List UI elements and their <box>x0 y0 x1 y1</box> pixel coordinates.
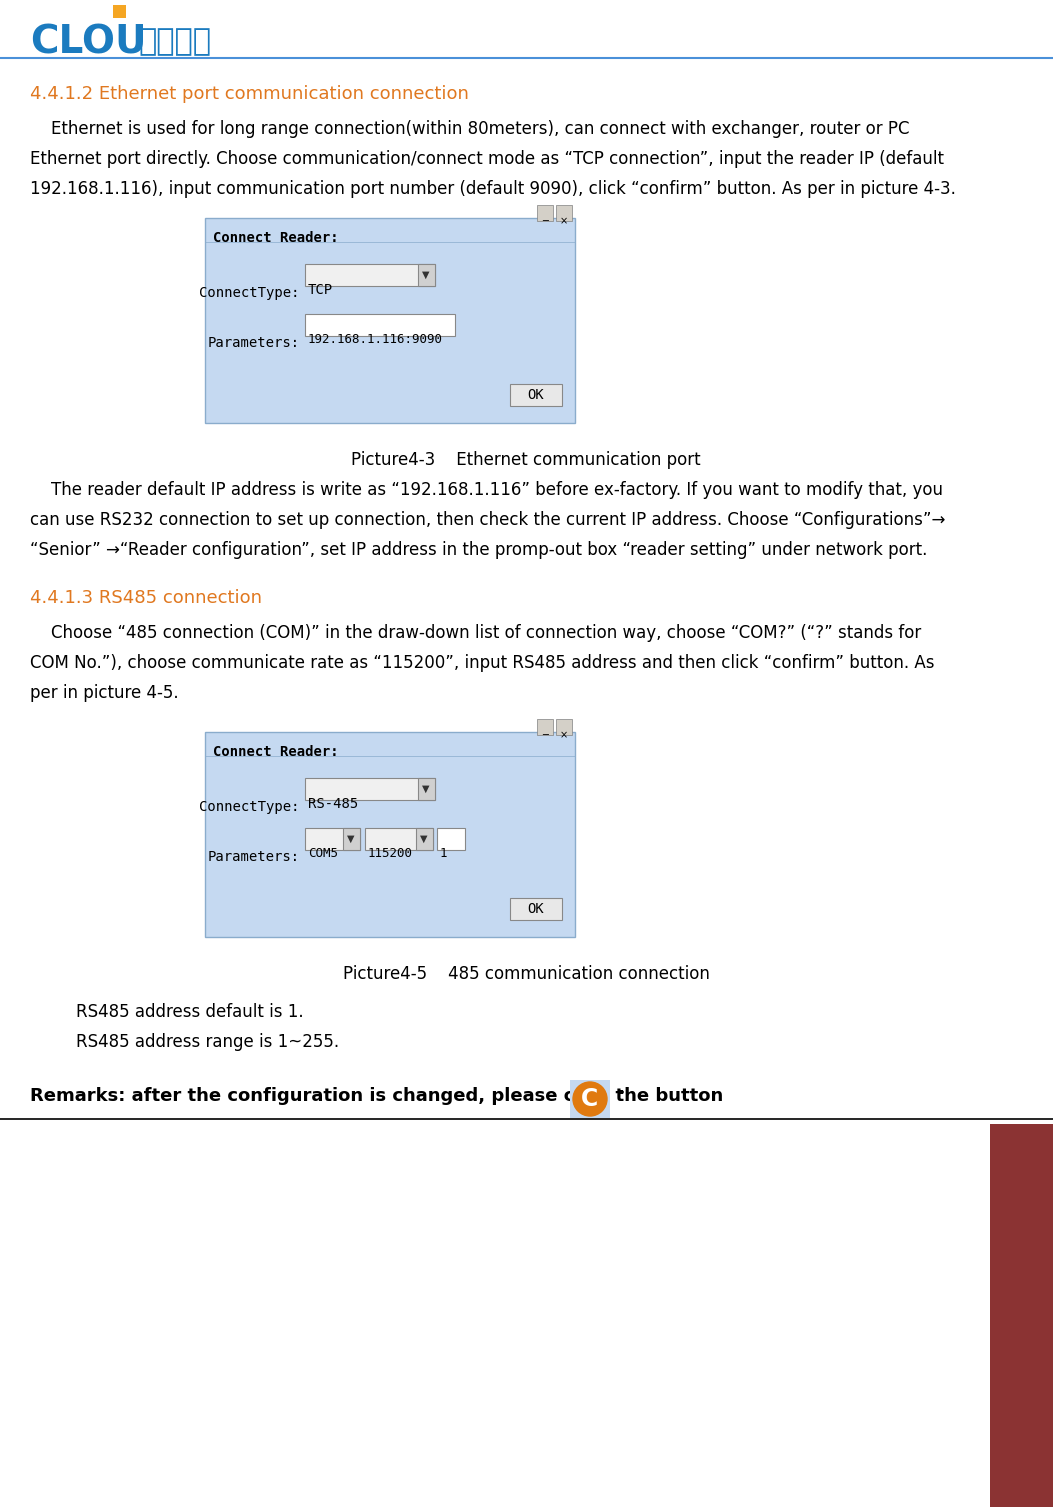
Text: ▼: ▼ <box>420 833 428 844</box>
Text: ×: × <box>560 729 568 740</box>
Text: Parameters:: Parameters: <box>207 336 300 350</box>
Text: Picture4-3    Ethernet communication port: Picture4-3 Ethernet communication port <box>352 451 701 469</box>
Text: 4.4.1.2 Ethernet port communication connection: 4.4.1.2 Ethernet port communication conn… <box>29 84 469 102</box>
Text: “Senior” →“Reader configuration”, set IP address in the promp-out box “reader se: “Senior” →“Reader configuration”, set IP… <box>29 541 928 559</box>
FancyBboxPatch shape <box>205 732 575 937</box>
Text: ×: × <box>560 216 568 226</box>
Text: Parameters:: Parameters: <box>207 850 300 864</box>
Text: ConnectType:: ConnectType: <box>199 286 300 300</box>
Text: ConnectType:: ConnectType: <box>199 800 300 814</box>
FancyBboxPatch shape <box>418 778 435 800</box>
Text: ─: ─ <box>542 216 548 226</box>
Text: can use RS232 connection to set up connection, then check the current IP address: can use RS232 connection to set up conne… <box>29 511 946 529</box>
Text: CLOU: CLOU <box>29 23 146 60</box>
Text: Connect Reader:: Connect Reader: <box>213 744 339 760</box>
FancyBboxPatch shape <box>305 778 435 800</box>
Text: 科陆物联: 科陆物联 <box>138 27 211 56</box>
Text: Ethernet port directly. Choose communication/connect mode as “TCP connection”, i: Ethernet port directly. Choose communica… <box>29 151 943 167</box>
Text: Ethernet is used for long range connection(within 80meters), can connect with ex: Ethernet is used for long range connecti… <box>29 121 910 139</box>
FancyBboxPatch shape <box>305 264 435 286</box>
FancyBboxPatch shape <box>305 827 360 850</box>
Text: 4.4.1.3 RS485 connection: 4.4.1.3 RS485 connection <box>29 589 262 607</box>
FancyBboxPatch shape <box>990 1124 1053 1507</box>
Text: Remarks: after the configuration is changed, please click the button: Remarks: after the configuration is chan… <box>29 1087 723 1105</box>
Text: OK: OK <box>528 903 544 916</box>
FancyBboxPatch shape <box>510 384 562 405</box>
Text: 115200: 115200 <box>367 847 413 860</box>
FancyBboxPatch shape <box>113 5 126 18</box>
Text: per in picture 4-5.: per in picture 4-5. <box>29 684 179 702</box>
Text: 1: 1 <box>440 847 448 860</box>
FancyBboxPatch shape <box>510 898 562 919</box>
Text: Connect Reader:: Connect Reader: <box>213 231 339 246</box>
FancyBboxPatch shape <box>416 827 433 850</box>
FancyBboxPatch shape <box>437 827 465 850</box>
Text: Picture4-5    485 communication connection: Picture4-5 485 communication connection <box>342 964 710 983</box>
FancyBboxPatch shape <box>343 827 360 850</box>
FancyBboxPatch shape <box>556 205 572 222</box>
Text: COM5: COM5 <box>307 847 338 860</box>
FancyBboxPatch shape <box>537 719 553 735</box>
Circle shape <box>573 1082 607 1117</box>
Text: 192.168.1.116:9090: 192.168.1.116:9090 <box>307 333 443 347</box>
Text: ▼: ▼ <box>422 270 430 280</box>
Text: C: C <box>581 1087 598 1111</box>
FancyBboxPatch shape <box>365 827 433 850</box>
FancyBboxPatch shape <box>205 219 575 423</box>
FancyBboxPatch shape <box>537 205 553 222</box>
Text: Choose “485 connection (COM)” in the draw-down list of connection way, choose “C: Choose “485 connection (COM)” in the dra… <box>29 624 921 642</box>
Text: The reader default IP address is write as “192.168.1.116” before ex-factory. If : The reader default IP address is write a… <box>29 481 943 499</box>
Text: RS485 address default is 1.: RS485 address default is 1. <box>55 1004 303 1022</box>
Text: ▼: ▼ <box>347 833 355 844</box>
Text: OK: OK <box>528 387 544 402</box>
Text: .: . <box>611 1079 625 1099</box>
FancyBboxPatch shape <box>418 264 435 286</box>
Text: 192.168.1.116), input communication port number (default 9090), click “confirm” : 192.168.1.116), input communication port… <box>29 179 956 197</box>
FancyBboxPatch shape <box>570 1081 610 1118</box>
Text: ▼: ▼ <box>422 784 430 794</box>
Text: TCP: TCP <box>307 283 333 297</box>
Text: RS-485: RS-485 <box>307 797 358 811</box>
Text: ─: ─ <box>542 729 548 740</box>
FancyBboxPatch shape <box>305 313 455 336</box>
Text: COM No.”), choose communicate rate as “115200”, input RS485 address and then cli: COM No.”), choose communicate rate as “1… <box>29 654 934 672</box>
Text: RS485 address range is 1~255.: RS485 address range is 1~255. <box>55 1032 339 1050</box>
FancyBboxPatch shape <box>556 719 572 735</box>
